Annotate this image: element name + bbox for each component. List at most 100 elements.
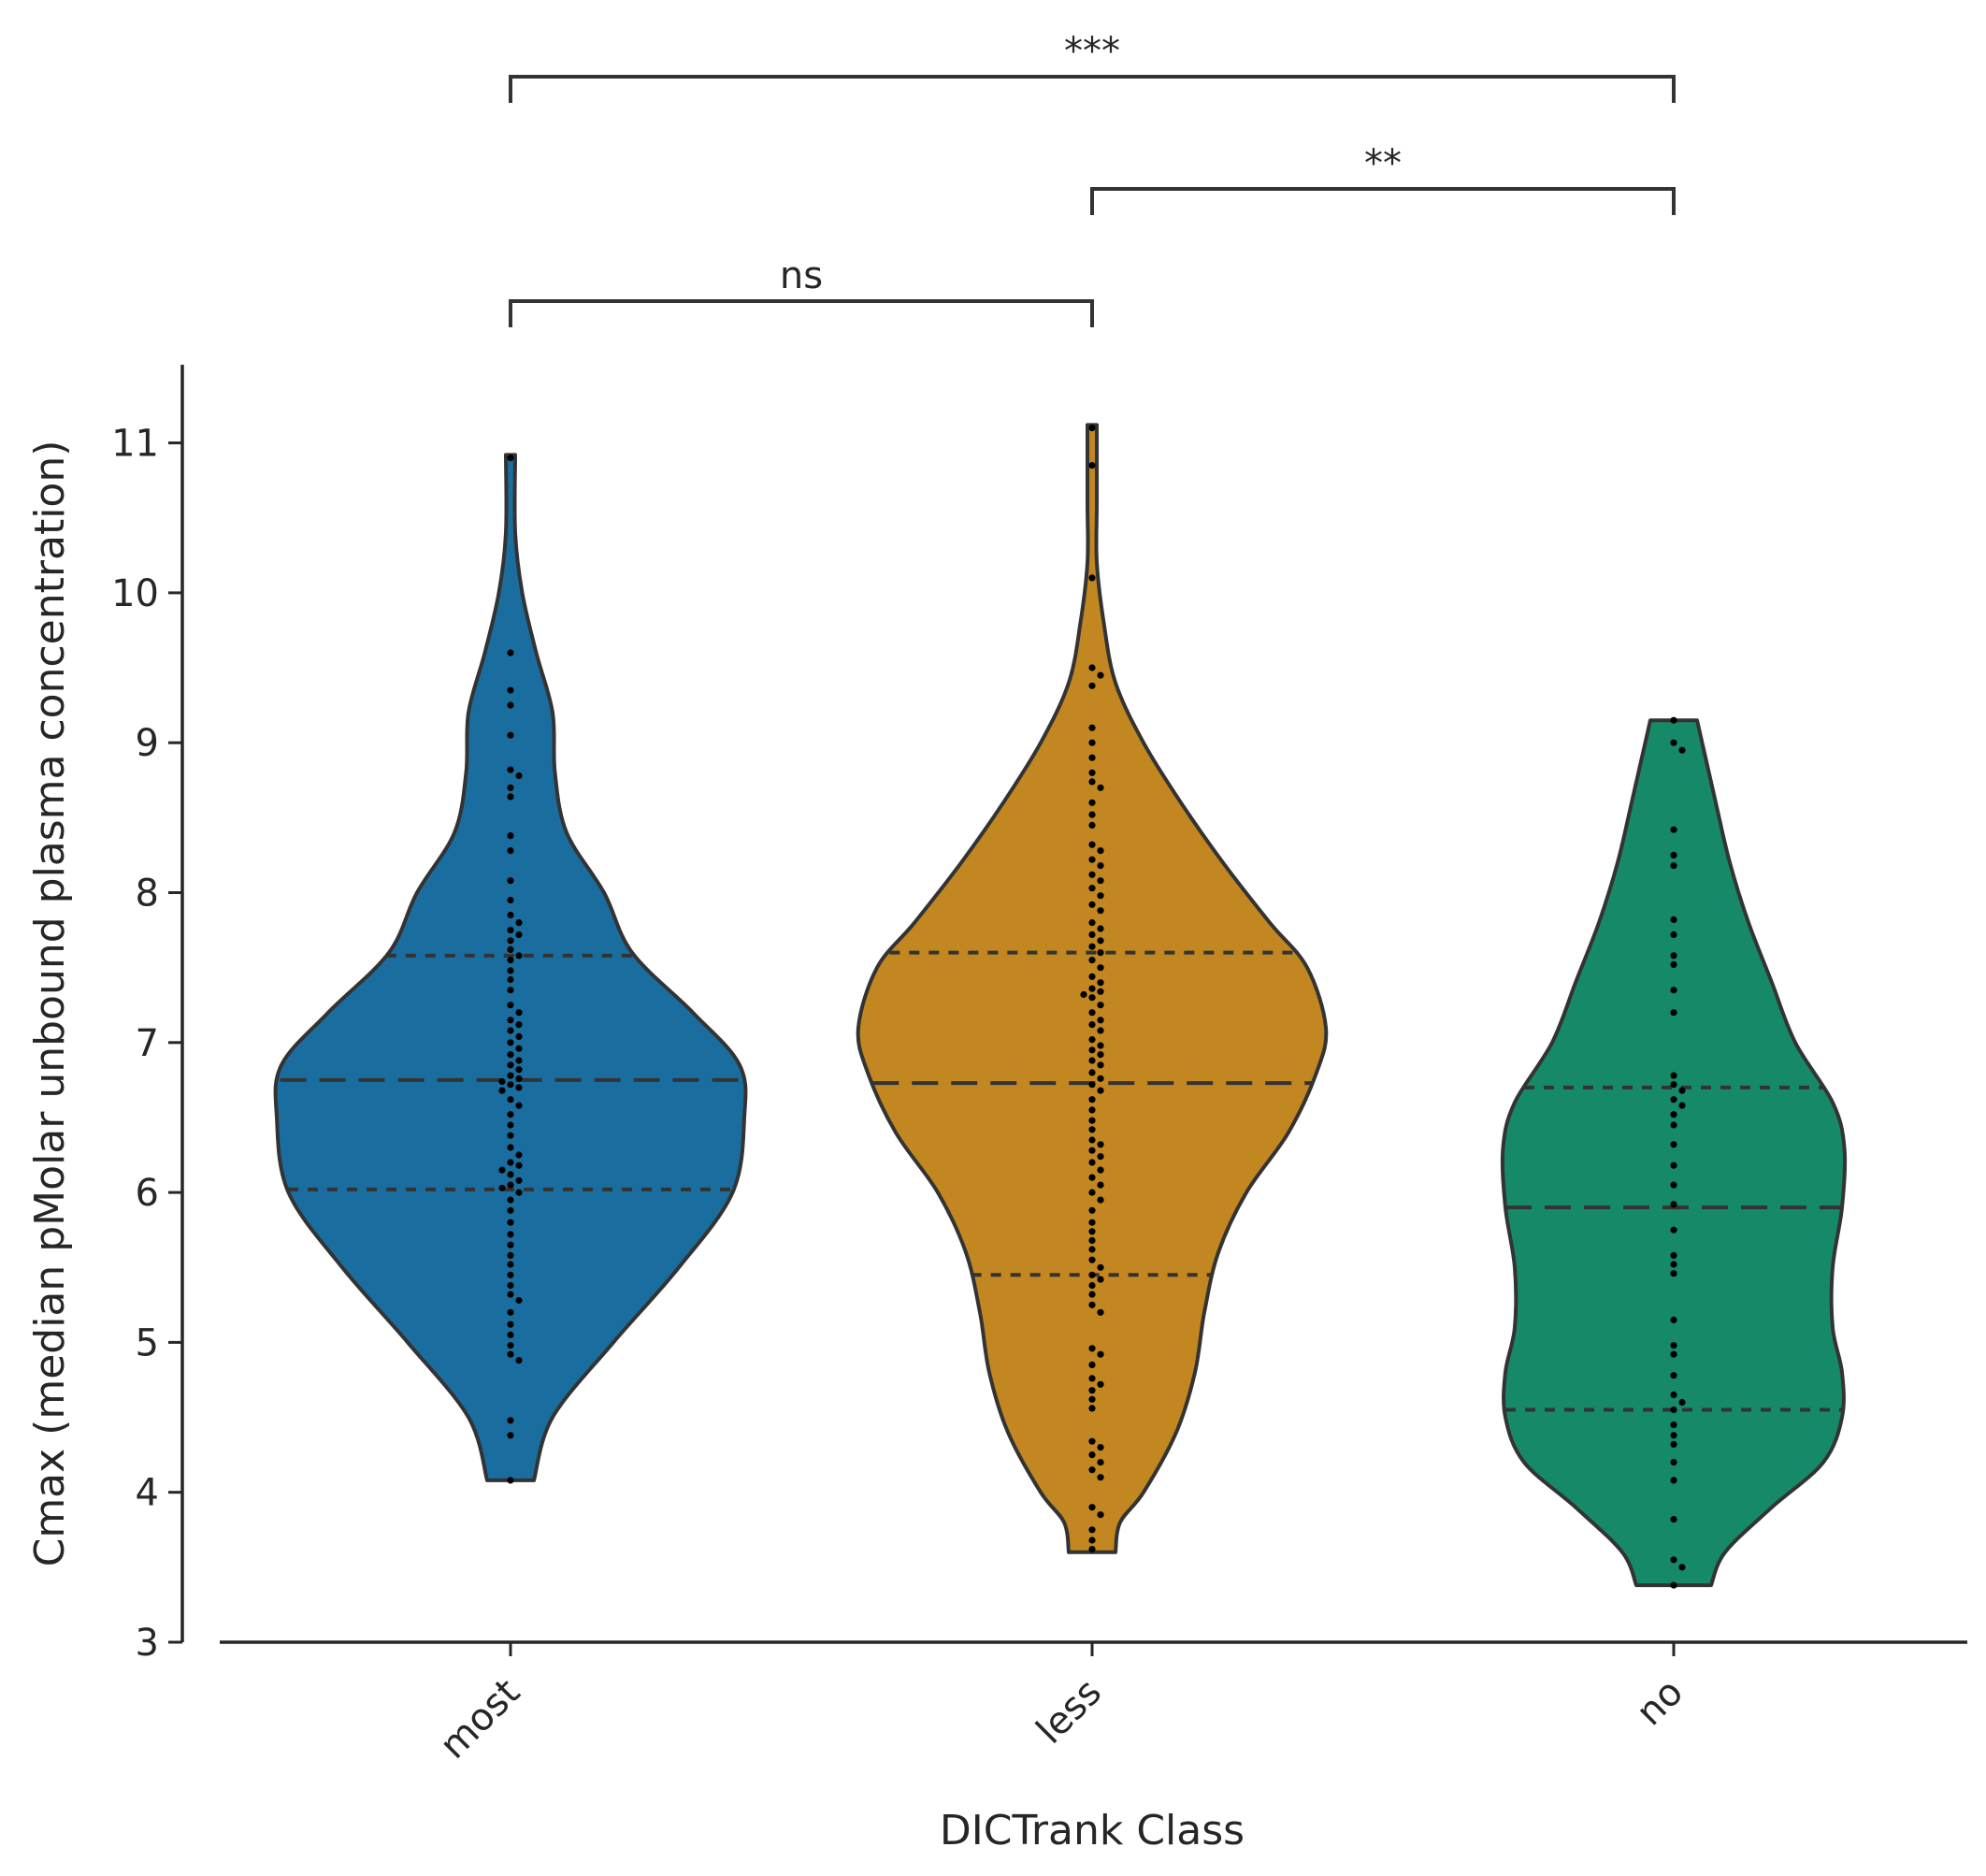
data-point-most [507,1132,514,1139]
data-point-no [1678,746,1686,754]
data-point-most [507,1241,514,1248]
data-point-no [1670,987,1677,994]
data-point-no [1670,716,1677,724]
data-point-no [1670,1141,1677,1148]
data-point-less [1088,1046,1096,1054]
data-point-no [1670,1111,1677,1118]
data-point-most [507,1271,514,1278]
data-point-less [1088,1147,1096,1154]
data-point-less [1088,1126,1096,1133]
data-point-less [1088,919,1096,927]
data-point-most [507,1308,514,1316]
data-point-no [1670,1201,1677,1208]
data-point-most [507,1111,514,1118]
violin-no [1500,718,1848,1588]
data-point-less [1088,994,1096,1002]
data-point-no [1670,931,1677,939]
data-point-less [1097,1075,1104,1082]
data-point-less [1088,1036,1096,1044]
data-point-less [1088,901,1096,908]
data-point-most [515,1296,523,1305]
data-point-less [1097,979,1104,987]
data-point-most [515,1084,523,1091]
data-point-no [1670,916,1677,924]
data-point-most [507,1251,514,1259]
data-point-less [1088,931,1096,939]
data-point-most [515,1151,523,1159]
data-point-most [507,1121,514,1129]
data-point-most [507,784,514,791]
data-point-most [515,1045,523,1052]
y-ticks: 3 4 5 6 7 8 9 10 11 [111,423,182,1665]
data-point-most [507,987,514,994]
data-point-less [1097,1042,1104,1049]
data-point-no [1670,1516,1677,1523]
data-point-less [1088,957,1096,964]
data-point-no [1678,1102,1686,1109]
data-point-less [1088,1281,1096,1290]
data-point-no [1678,1564,1686,1571]
data-point-less [1088,754,1096,761]
data-point-most [507,1206,514,1214]
data-point-most [515,1075,523,1082]
data-point-most [507,1144,514,1151]
data-point-less [1088,1437,1096,1445]
data-point-less [1097,671,1104,679]
data-point-most [507,455,514,462]
significance-label: ** [1364,142,1402,185]
data-point-less [1097,1380,1104,1388]
data-point-most [515,1176,523,1184]
data-point-most [507,832,514,840]
data-point-most [515,772,523,780]
data-point-less [1088,841,1096,848]
data-point-no [1670,1009,1677,1017]
data-point-less [1097,877,1104,885]
data-point-most [507,911,514,919]
data-point-less [1088,1504,1096,1511]
data-point-most [515,931,523,939]
data-point-no [1670,862,1677,870]
significance-bracket [509,299,1094,327]
data-point-less [1088,1301,1096,1308]
data-point-less [1088,1537,1096,1544]
data-point-most [507,847,514,855]
y-tick-label: 9 [136,722,159,765]
data-point-less [1088,1159,1096,1166]
data-point-most [507,957,514,964]
x-tick-label-less: less [1029,1671,1110,1753]
data-point-most [507,877,514,885]
data-point-most [507,1196,514,1204]
data-point-no [1670,1477,1677,1484]
data-point-no [1670,1459,1677,1466]
x-axis-title: DICTrank Class [940,1807,1245,1854]
data-point-no [1670,1226,1677,1234]
data-point-less [1088,973,1096,980]
data-point-most [507,1320,514,1328]
data-point-most [515,1066,523,1074]
data-point-most [507,1281,514,1290]
data-point-no [1670,1556,1677,1564]
y-tick-label: 5 [136,1321,159,1364]
data-point-less [1088,1069,1096,1076]
data-point-most [515,1189,523,1196]
data-point-less [1088,1451,1096,1459]
y-tick-label: 3 [136,1622,159,1665]
data-point-most [507,1081,514,1089]
data-point-most [507,1291,514,1298]
data-point-most [507,1432,514,1439]
data-point-less [1088,1256,1096,1263]
y-tick-label: 4 [136,1472,159,1515]
data-point-most [507,1061,514,1069]
data-point-less [1097,1017,1104,1024]
data-point-less [1097,1263,1104,1271]
data-point-most [507,975,514,984]
y-tick-label: 7 [136,1022,159,1065]
data-point-most [498,1087,506,1094]
data-point-most [507,1342,514,1349]
data-point-most [515,1057,523,1064]
data-point-most [507,1072,514,1079]
x-tick-label-most: most [432,1671,528,1768]
data-point-less [1097,1061,1104,1069]
data-point-less [1088,1546,1096,1553]
data-point-less [1088,1236,1096,1244]
